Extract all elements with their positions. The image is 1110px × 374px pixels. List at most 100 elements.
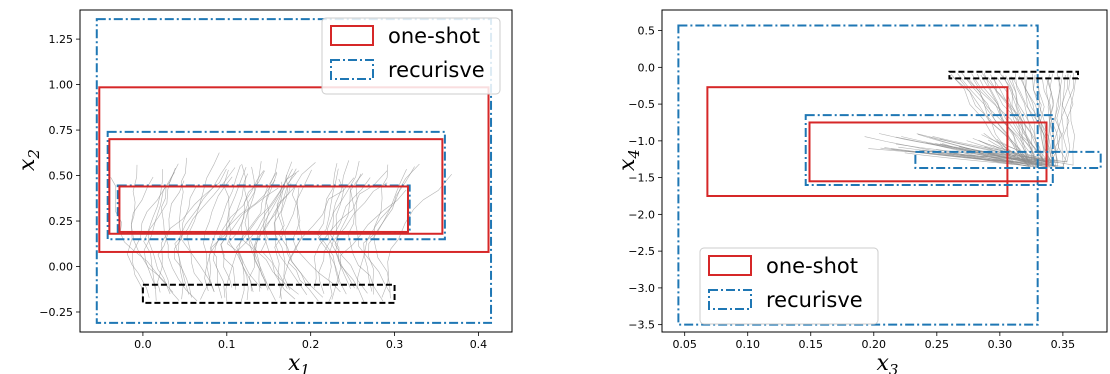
one-shot-box-3 [108, 138, 444, 235]
trajectory [212, 170, 265, 299]
trajectory [247, 161, 269, 291]
y-tick-label: −3.5 [628, 319, 655, 332]
trajectory [240, 166, 270, 290]
legend-swatch [330, 25, 374, 46]
trajectory [916, 77, 1077, 166]
y-tick-label: −2.0 [628, 208, 655, 221]
recursive-box-0 [677, 24, 1039, 326]
legend-label: one-shot [766, 254, 858, 278]
trajectories [110, 152, 452, 303]
trajectory [318, 177, 371, 294]
y-tick-label: −1.0 [628, 135, 655, 148]
trajectory [895, 77, 1046, 162]
one-shot-box-1 [706, 86, 1009, 197]
trajectory [326, 160, 355, 289]
x-axis-label: x3 [877, 351, 899, 374]
y-tick-label: 0.50 [49, 170, 74, 183]
x-tick-label: 0.4 [470, 338, 488, 351]
trajectory [248, 162, 316, 293]
trajectory [980, 73, 1055, 160]
trajectory [878, 75, 1060, 167]
trajectory [274, 169, 312, 300]
trajectory [335, 178, 365, 303]
y-tick-label: 0.5 [638, 25, 656, 38]
one-shot-box-5 [118, 185, 409, 233]
trajectory [132, 172, 175, 303]
x-axis-label: x1 [288, 351, 310, 374]
chart-left: 0.0 0.1 0.2 0.3 0.4 −0.25 0.00 0.25 0.50 0.75 1.00… [15, 9, 513, 374]
trajectory [157, 168, 227, 293]
x-axis-label-sub: 1 [300, 361, 310, 374]
trajectory [907, 74, 1070, 168]
trajectory [160, 186, 198, 302]
trajectory [253, 173, 297, 292]
trajectory [347, 186, 384, 302]
legend-label: recurisve [766, 288, 863, 312]
y-tick-label: 1.00 [49, 79, 74, 92]
plot-area [95, 18, 493, 324]
y-tick-label: −0.25 [39, 306, 73, 319]
legend-swatch [330, 59, 374, 80]
trajectory [263, 158, 288, 289]
legend-frame [699, 247, 879, 325]
trajectory [373, 164, 391, 299]
initial-set-box [948, 70, 1080, 80]
legend-swatch [708, 289, 752, 310]
trajectory [220, 166, 247, 290]
trajectory [147, 169, 171, 295]
trajectory [186, 152, 220, 285]
x-axis-label-sub: 3 [889, 361, 899, 374]
x-tick-label: 0.20 [862, 338, 887, 351]
trajectory [935, 72, 1075, 162]
legend-label: recurisve [388, 58, 485, 82]
x-tick-label: 0.0 [134, 338, 152, 351]
trajectory [316, 163, 340, 285]
trajectory [331, 189, 407, 300]
trajectory [334, 173, 368, 294]
y-tick-label: −1.5 [628, 172, 655, 185]
trajectory [898, 72, 1064, 164]
recursive-box-4 [914, 150, 1102, 170]
trajectory [276, 181, 324, 298]
x-tick-label: 0.10 [735, 338, 760, 351]
recursive-box-2 [804, 114, 1054, 186]
trajectory [381, 174, 452, 298]
trajectory [959, 71, 1064, 168]
y-axis-label-sub: 2 [25, 149, 43, 160]
x-tick-label: 0.05 [672, 338, 697, 351]
axes-frame [661, 9, 1108, 333]
x-tick-label: 0.15 [799, 338, 824, 351]
y-axis-label-sub: 4 [625, 149, 643, 160]
y-tick-label: 0.25 [49, 215, 74, 228]
x-tick-label: 0.25 [925, 338, 950, 351]
one-shot-box-1 [98, 86, 490, 253]
x-tick-label: 0.2 [302, 338, 320, 351]
trajectory [330, 160, 360, 290]
legend: one-shot recurisve [699, 247, 879, 325]
trajectories [864, 71, 1077, 168]
trajectory [328, 182, 388, 303]
chart-right: 0.05 0.10 0.15 0.20 0.25 0.30 0.35 −3.5 −3.0 −2.5… [615, 9, 1108, 374]
trajectory [228, 170, 265, 292]
plot-area [677, 24, 1102, 326]
y-tick-label: −2.5 [628, 245, 655, 258]
axes-frame [79, 9, 513, 333]
trajectory [261, 172, 296, 300]
legend-swatch [708, 255, 752, 276]
trajectory [356, 163, 420, 290]
y-tick-label: −0.5 [628, 98, 655, 111]
y-tick-label: −3.0 [628, 282, 655, 295]
trajectory [932, 75, 1074, 163]
y-tick-label: 0.75 [49, 124, 74, 137]
y-tick-label: 1.25 [49, 33, 74, 46]
y-axis-label: x4 [615, 149, 643, 171]
trajectory [157, 180, 185, 301]
y-tick-label: 0.00 [49, 261, 74, 274]
trajectory [177, 160, 231, 295]
trajectory [173, 184, 198, 298]
trajectory [972, 78, 1043, 162]
y-tick-label: 0.0 [638, 61, 656, 74]
trajectory [279, 177, 355, 299]
x-tick-label: 0.35 [1051, 338, 1076, 351]
